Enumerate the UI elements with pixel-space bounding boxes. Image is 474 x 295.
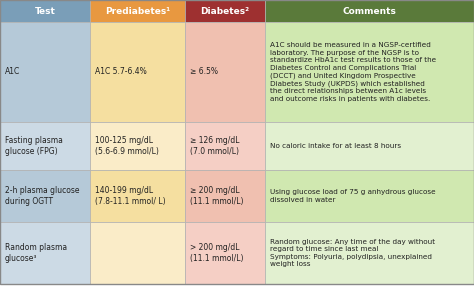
Bar (185, 222, 265, 284)
Text: 2-h plasma glucose
during OGTT: 2-h plasma glucose during OGTT (5, 186, 80, 206)
Bar (0, 122, 90, 170)
Text: Prediabetes¹: Prediabetes¹ (105, 6, 170, 16)
Bar (185, 170, 265, 222)
Bar (265, 170, 474, 222)
Bar (265, 122, 474, 170)
Text: > 200 mg/dL
(11.1 mmol/L): > 200 mg/dL (11.1 mmol/L) (190, 243, 244, 263)
Text: No caloric intake for at least 8 hours: No caloric intake for at least 8 hours (270, 143, 401, 149)
Text: Using glucose load of 75 g anhydrous glucose
dissolved in water: Using glucose load of 75 g anhydrous glu… (270, 189, 436, 203)
Bar (0, 0, 90, 22)
Bar (265, 22, 474, 122)
Text: Comments: Comments (343, 6, 396, 16)
Bar (185, 0, 265, 22)
Bar (90, 22, 185, 122)
Text: 100-125 mg/dL
(5.6-6.9 mmol/L): 100-125 mg/dL (5.6-6.9 mmol/L) (95, 136, 159, 156)
Text: Fasting plasma
glucose (FPG): Fasting plasma glucose (FPG) (5, 136, 63, 156)
Bar (0, 22, 90, 122)
Text: ≥ 200 mg/dL
(11.1 mmol/L): ≥ 200 mg/dL (11.1 mmol/L) (190, 186, 244, 206)
Text: ≥ 6.5%: ≥ 6.5% (190, 68, 218, 76)
Bar (185, 122, 265, 170)
Bar (185, 22, 265, 122)
Bar (0, 170, 90, 222)
Bar (90, 170, 185, 222)
Text: A1C: A1C (5, 68, 20, 76)
Text: A1C 5.7-6.4%: A1C 5.7-6.4% (95, 68, 147, 76)
Bar (90, 122, 185, 170)
Text: Random glucose: Any time of the day without
regard to time since last meal
Sympt: Random glucose: Any time of the day with… (270, 239, 435, 267)
Bar (265, 0, 474, 22)
Bar (90, 222, 185, 284)
Text: Test: Test (35, 6, 55, 16)
Text: Diabetes²: Diabetes² (201, 6, 250, 16)
Text: ≥ 126 mg/dL
(7.0 mmol/L): ≥ 126 mg/dL (7.0 mmol/L) (190, 136, 239, 156)
Bar (265, 222, 474, 284)
Text: 140-199 mg/dL
(7.8-11.1 mmol/ L): 140-199 mg/dL (7.8-11.1 mmol/ L) (95, 186, 165, 206)
Text: A1C should be measured in a NGSP-certified
laboratory. The purpose of the NGSP i: A1C should be measured in a NGSP-certifi… (270, 42, 436, 102)
Bar (0, 222, 90, 284)
Text: Random plasma
glucose³: Random plasma glucose³ (5, 243, 67, 263)
Bar (90, 0, 185, 22)
